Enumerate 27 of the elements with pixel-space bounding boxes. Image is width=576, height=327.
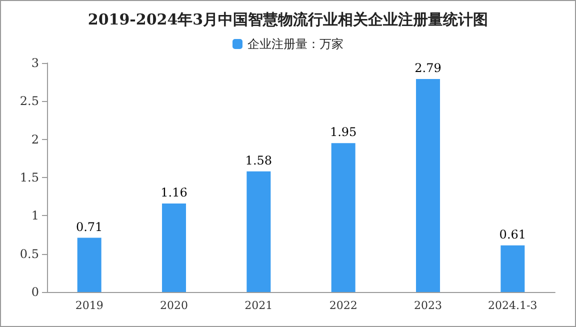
data-label: 1.58 [245,153,272,168]
data-label: 1.16 [160,185,188,200]
data-label: 0.61 [499,227,526,242]
data-label: 0.71 [76,220,103,234]
x-tick-label: 2023 [414,299,442,312]
x-tick-label: 2022 [329,299,358,312]
y-tick-label: 2 [31,132,39,146]
x-tick-label: 2021 [244,299,273,312]
bar [331,143,356,292]
x-tick-label: 2024.1-3 [488,299,538,312]
y-tick-label: 3 [31,56,39,70]
x-tick-label: 2019 [75,299,104,312]
bar [416,79,440,292]
legend-label: 企业注册量：万家 [248,37,344,51]
x-tick-label: 2020 [160,299,188,312]
y-tick-label: 2.5 [20,94,39,108]
data-label: 2.79 [414,61,442,76]
y-tick-label: 1.5 [20,170,39,184]
bar [77,238,102,292]
chart-title: 2019-2024年3月中国智慧物流行业相关企业注册量统计图 [88,10,488,28]
data-label: 1.95 [330,125,357,140]
bar [162,203,186,292]
bar [500,245,525,292]
y-tick-label: 0 [31,285,39,299]
y-tick-label: 1 [31,208,39,223]
y-tick-label: 0.5 [20,246,39,261]
bar [246,171,271,292]
